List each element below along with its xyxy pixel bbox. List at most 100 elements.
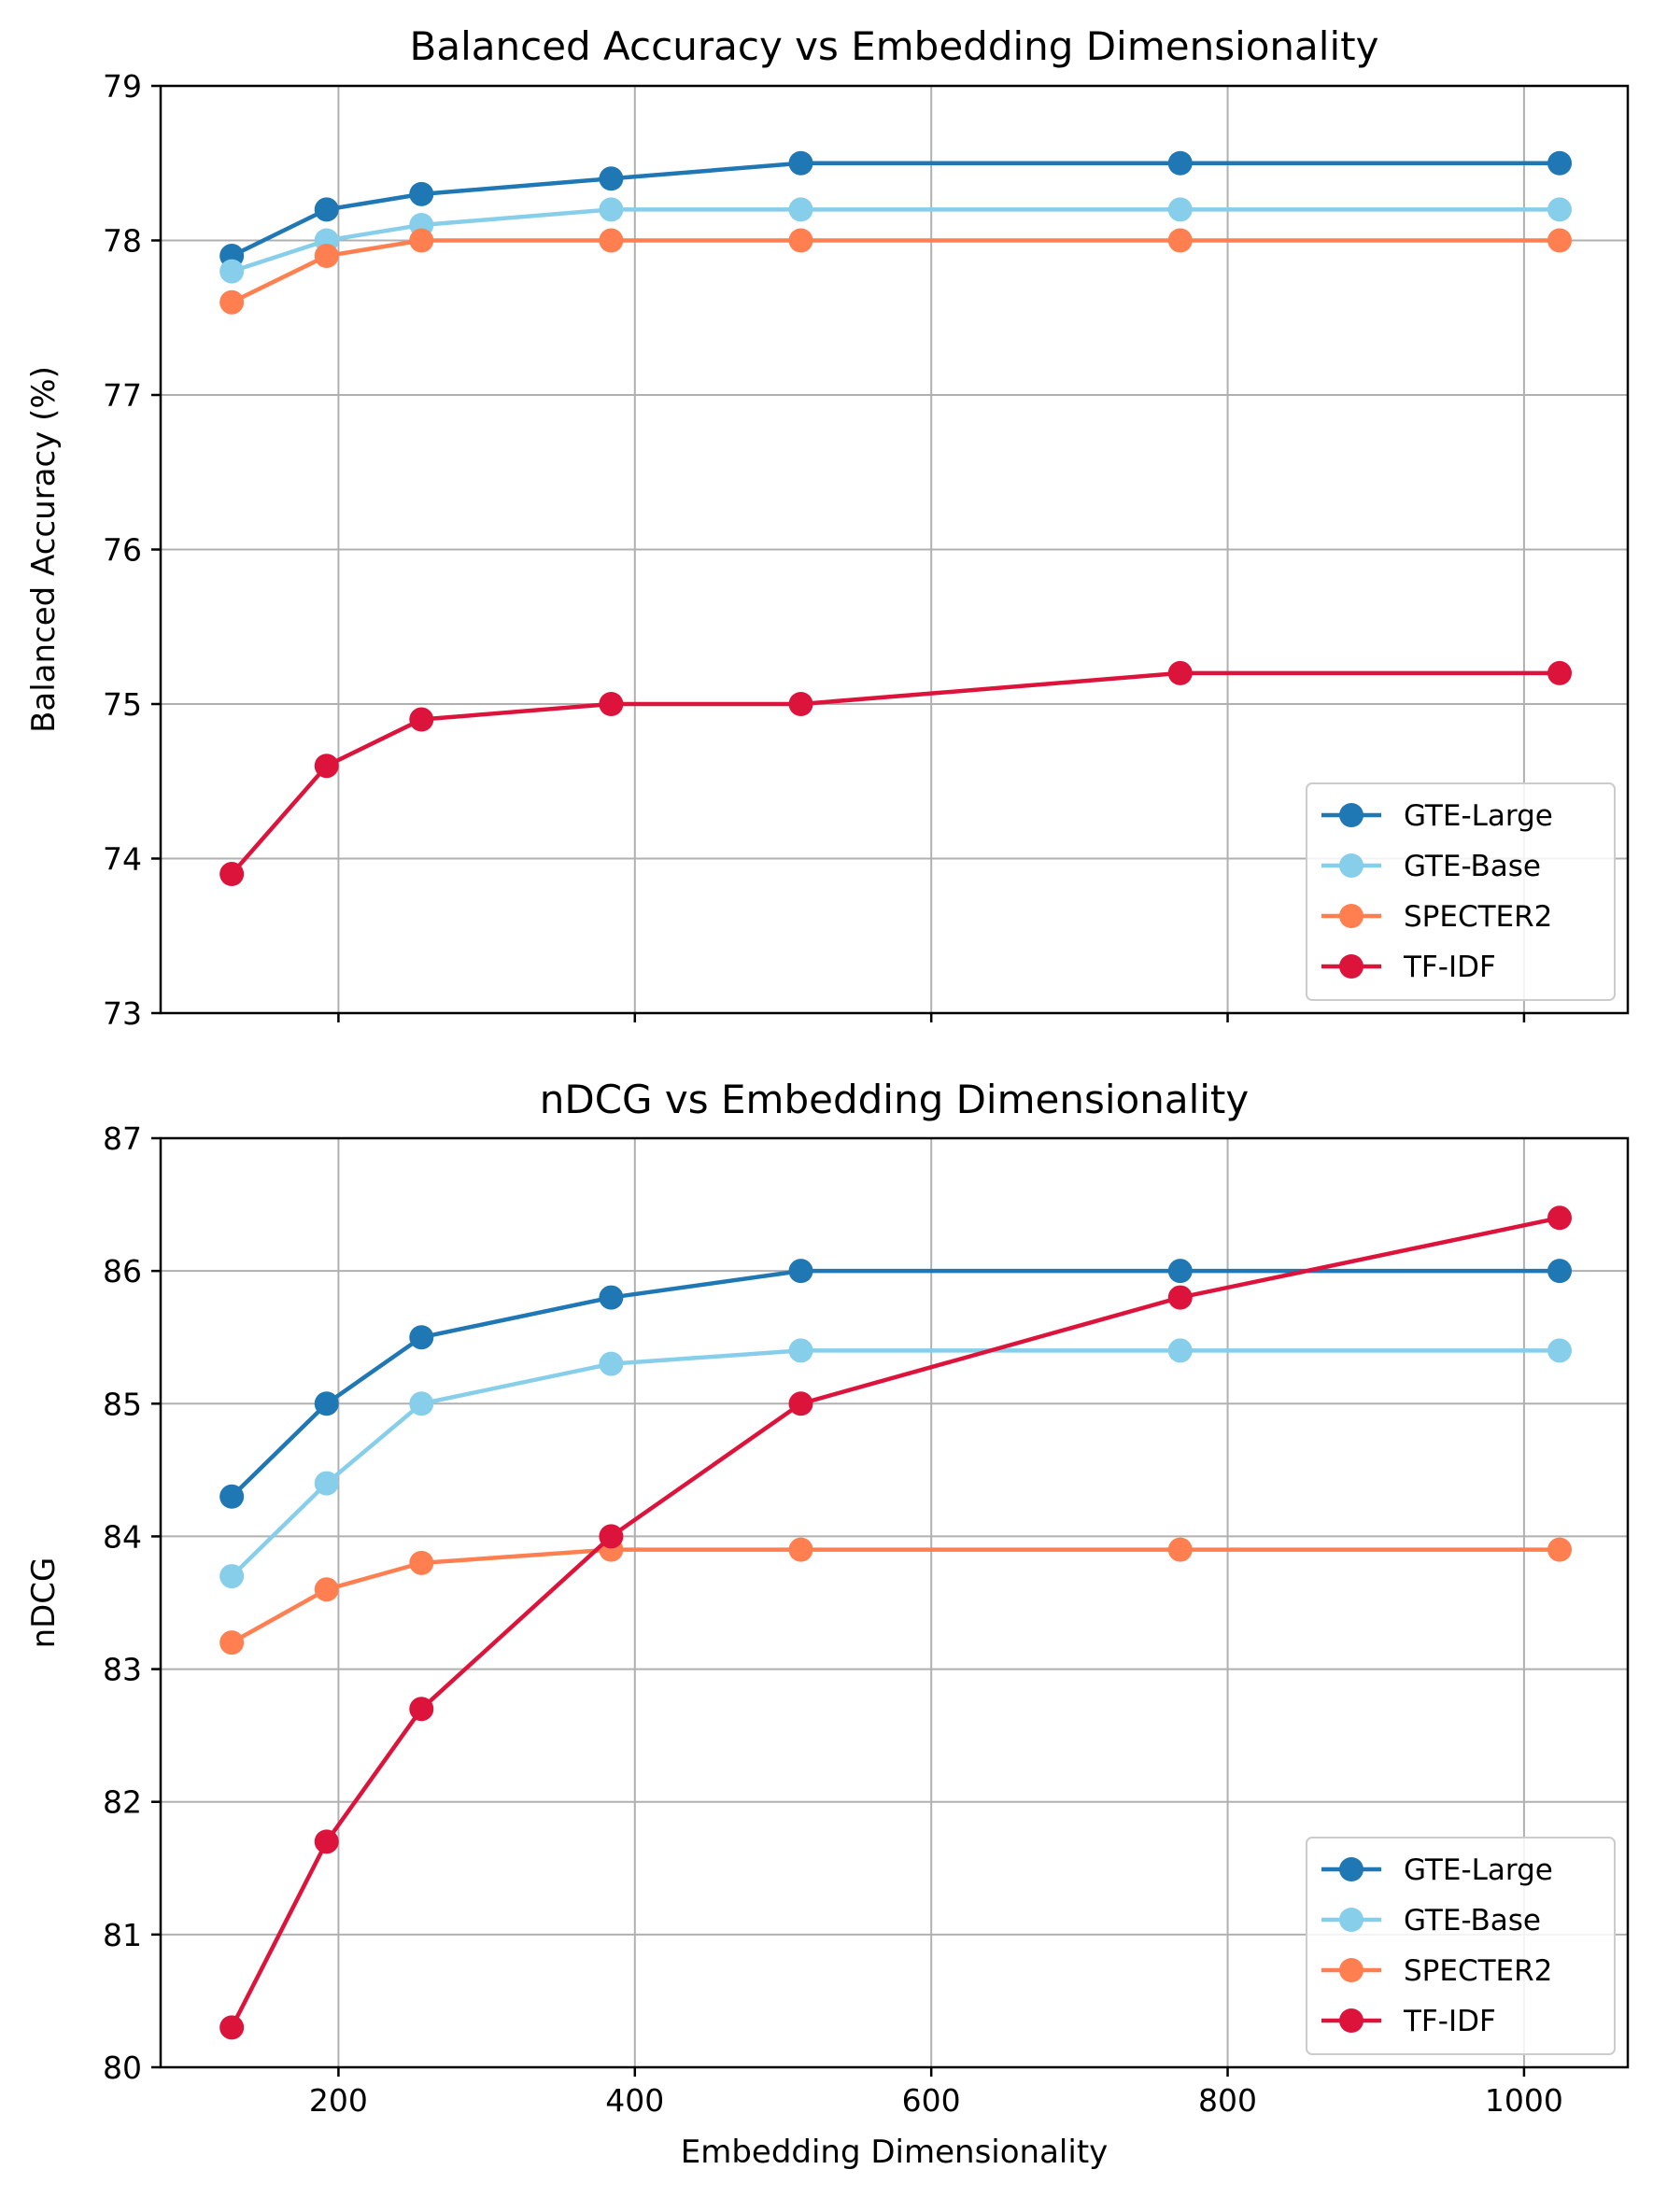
chart-1-tf-idf-point-1024 — [1547, 1205, 1573, 1231]
chart-1-gte-large-point-192 — [314, 1391, 339, 1416]
chart-0-gte-base-point-1024 — [1547, 197, 1573, 222]
chart-1-y-tick-label-81: 81 — [103, 1917, 142, 1953]
chart-0-title: Balanced Accuracy vs Embedding Dimension… — [410, 23, 1379, 69]
chart-0-specter2-point-768 — [1167, 228, 1193, 253]
chart-0-legend-marker-tf-idf — [1339, 954, 1363, 979]
chart-1-gte-base-point-128 — [219, 1564, 245, 1589]
chart-1-x-tick-label-800: 800 — [1198, 2082, 1257, 2119]
chart-0-gte-large-point-192 — [314, 197, 339, 222]
chart-1-tf-idf-point-256 — [409, 1697, 434, 1722]
chart-1-gte-base-point-768 — [1167, 1338, 1193, 1363]
chart-1-y-tick-label-87: 87 — [103, 1120, 142, 1157]
chart-0-gte-large-point-1024 — [1547, 150, 1573, 176]
chart-1-x-tick-label-200: 200 — [309, 2082, 368, 2119]
chart-1-y-tick-label-83: 83 — [103, 1652, 142, 1688]
chart-1-specter2-point-1024 — [1547, 1537, 1573, 1562]
ndcg-panel: 200 400 600 800 1000 80 81 82 83 84 85 86 87 nDCG vs … — [25, 1077, 1630, 2171]
chart-1-y-tick-label-82: 82 — [103, 1784, 142, 1821]
chart-0-legend-label-tf-idf: TF-IDF — [1403, 951, 1496, 984]
chart-1-gte-base-point-512 — [788, 1338, 813, 1363]
chart-0-legend-label-gte-base: GTE-Base — [1404, 850, 1541, 883]
chart-0-tf-idf-point-1024 — [1547, 660, 1573, 685]
chart-1-specter2-point-128 — [219, 1630, 245, 1655]
chart-1-tf-idf-point-384 — [599, 1524, 624, 1549]
chart-1-legend-label-gte-large: GTE-Large — [1404, 1853, 1553, 1887]
chart-1-gte-large-point-128 — [219, 1484, 245, 1509]
chart-0-tf-idf-point-384 — [599, 692, 624, 716]
chart-1-specter2-point-512 — [788, 1537, 813, 1562]
chart-0-gte-large-point-384 — [599, 166, 624, 191]
chart-1-y-tick-label-84: 84 — [103, 1518, 142, 1555]
chart-0-y-tick-label-76: 76 — [103, 532, 142, 569]
chart-0-y-tick-label-78: 78 — [103, 223, 142, 260]
chart-1-x-tick-label-400: 400 — [605, 2082, 664, 2119]
chart-1-tf-idf-point-128 — [219, 2015, 245, 2040]
chart-1-tf-idf-point-192 — [314, 1829, 339, 1854]
chart-0-gte-base-point-384 — [599, 197, 624, 222]
chart-0-legend-marker-gte-base — [1339, 853, 1363, 878]
chart-1-gte-large-point-1024 — [1547, 1259, 1573, 1284]
chart-0-tf-idf-point-768 — [1167, 660, 1193, 685]
chart-0-legend: GTE-Large GTE-Base SPECTER2 TF-IDF — [1306, 782, 1616, 1001]
chart-0-y-tick-label-79: 79 — [103, 68, 142, 105]
chart-1-legend-marker-specter2 — [1339, 1958, 1363, 1982]
chart-0-tf-idf-point-256 — [409, 707, 434, 732]
chart-1-y-tick-label-85: 85 — [103, 1386, 142, 1422]
chart-1-title: nDCG vs Embedding Dimensionality — [540, 1077, 1250, 1122]
chart-1-tf-idf-point-768 — [1167, 1285, 1193, 1310]
chart-0-tf-idf-point-128 — [219, 862, 245, 887]
chart-0-y-tick-label-73: 73 — [103, 995, 142, 1032]
chart-0-specter2-point-384 — [599, 228, 624, 253]
chart-1-x-tick-label-600: 600 — [902, 2082, 961, 2119]
chart-0-tf-idf-point-192 — [314, 754, 339, 779]
balanced-accuracy-panel: 73 74 75 76 77 78 79 Balanced Accuracy vs Embed… — [25, 23, 1630, 1032]
chart-1-gte-base-point-1024 — [1547, 1338, 1573, 1363]
chart-1-specter2-point-192 — [314, 1577, 339, 1602]
chart-0-y-axis-label: Balanced Accuracy (%) — [25, 366, 63, 733]
chart-0-y-tick-label-77: 77 — [103, 377, 142, 414]
chart-0-y-tick-label-75: 75 — [103, 686, 142, 723]
chart-0-gte-base-point-128 — [219, 259, 245, 284]
chart-0-specter2-point-192 — [314, 244, 339, 269]
chart-1-gte-large-point-512 — [788, 1259, 813, 1284]
chart-1-gte-base-point-256 — [409, 1391, 434, 1416]
chart-0-gte-large-point-256 — [409, 181, 434, 206]
chart-0-legend-marker-specter2 — [1339, 904, 1363, 928]
chart-1-gte-large-point-384 — [599, 1285, 624, 1310]
chart-1-legend-marker-gte-base — [1339, 1908, 1363, 1932]
chart-0-y-tick-label-74: 74 — [103, 841, 142, 878]
chart-0-specter2-point-128 — [219, 289, 245, 315]
chart-1-legend-label-tf-idf: TF-IDF — [1403, 2005, 1496, 2038]
chart-0-tf-idf-point-512 — [788, 692, 813, 716]
chart-0-legend-box — [1306, 782, 1616, 1001]
chart-1-gte-large-point-256 — [409, 1325, 434, 1350]
chart-1-legend: GTE-Large GTE-Base SPECTER2 TF-IDF — [1306, 1837, 1616, 2055]
chart-1-y-tick-label-86: 86 — [103, 1253, 142, 1289]
chart-1-y-axis-label: nDCG — [25, 1557, 63, 1649]
chart-1-legend-box — [1306, 1837, 1616, 2055]
chart-0-legend-label-specter2: SPECTER2 — [1404, 900, 1552, 934]
chart-1-legend-label-gte-base: GTE-Base — [1404, 1904, 1541, 1937]
chart-0-specter2-point-1024 — [1547, 228, 1573, 253]
chart-0-gte-large-point-512 — [788, 150, 813, 176]
chart-1-gte-large-point-768 — [1167, 1259, 1193, 1284]
chart-0-gte-base-point-512 — [788, 197, 813, 222]
chart-1-x-axis-label: Embedding Dimensionality — [681, 2134, 1109, 2171]
chart-1-x-tick-label-1000: 1000 — [1485, 2082, 1563, 2119]
chart-0-specter2-point-256 — [409, 228, 434, 253]
chart-0-gte-base-point-768 — [1167, 197, 1193, 222]
chart-1-specter2-point-256 — [409, 1550, 434, 1575]
chart-0-gte-large-point-768 — [1167, 150, 1193, 176]
chart-1-tf-idf-point-512 — [788, 1391, 813, 1416]
chart-1-legend-marker-tf-idf — [1339, 2008, 1363, 2033]
chart-1-gte-base-point-192 — [314, 1471, 339, 1496]
chart-1-plot-frame — [159, 1136, 1630, 2069]
chart-1-specter2-point-768 — [1167, 1537, 1193, 1562]
chart-1-legend-label-specter2: SPECTER2 — [1404, 1954, 1552, 1988]
chart-0-legend-label-gte-large: GTE-Large — [1404, 799, 1553, 833]
chart-1-legend-marker-gte-large — [1339, 1857, 1363, 1881]
chart-0-legend-marker-gte-large — [1339, 803, 1363, 827]
chart-0-specter2-point-512 — [788, 228, 813, 253]
chart-1-gte-base-point-384 — [599, 1351, 624, 1376]
